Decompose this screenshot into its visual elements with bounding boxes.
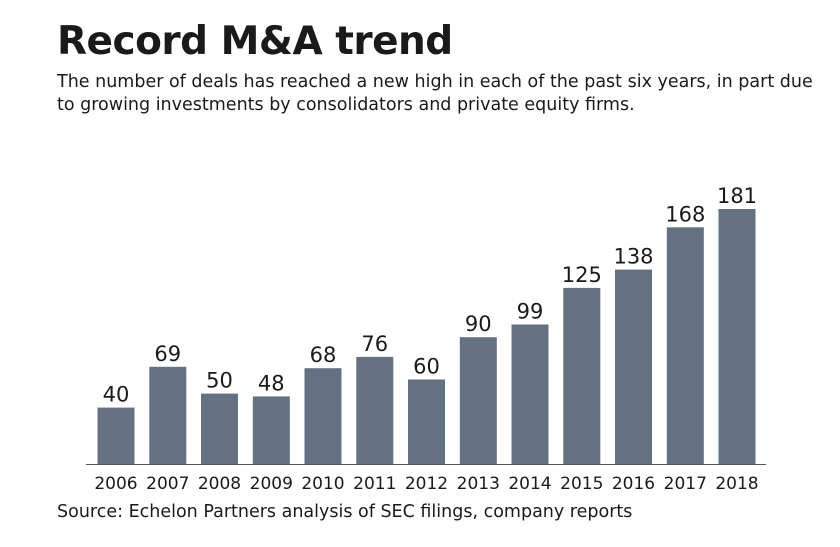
x-tick-label-2006: 2006 — [94, 474, 137, 494]
bar-2015 — [563, 287, 601, 464]
chart-title: Record M&A trend — [57, 19, 453, 64]
x-tick-label-2016: 2016 — [612, 474, 655, 494]
bar-2011 — [356, 356, 394, 464]
bar-2012 — [408, 379, 445, 464]
source-note: Source: Echelon Partners analysis of SEC… — [57, 502, 633, 522]
x-tick-labels-group: 2006 2007 2008 2009 2010 2011 2012 2013 2014 2015… — [94, 474, 758, 494]
bar-2014 — [511, 324, 549, 464]
bar-2010 — [304, 368, 342, 464]
value-label-2011: 76 — [361, 332, 388, 356]
value-label-2014: 99 — [517, 300, 544, 324]
bar-2007 — [149, 366, 187, 464]
bar-2009 — [252, 396, 290, 464]
bar-2017 — [666, 227, 704, 464]
x-tick-label-2008: 2008 — [198, 474, 241, 494]
value-label-2009: 48 — [258, 371, 285, 395]
value-label-2015: 125 — [562, 263, 602, 287]
x-tick-label-2018: 2018 — [715, 474, 758, 494]
value-label-2012: 60 — [413, 355, 440, 379]
value-label-2018: 181 — [717, 184, 757, 208]
chart-subtitle: The number of deals has reached a new hi… — [57, 72, 813, 115]
bar-2006 — [97, 407, 135, 464]
value-label-2006: 40 — [103, 383, 130, 407]
bar-2008 — [201, 393, 238, 464]
value-label-2008: 50 — [206, 369, 233, 393]
bars-group — [97, 209, 756, 464]
x-tick-label-2013: 2013 — [457, 474, 500, 494]
value-label-2017: 168 — [665, 202, 705, 226]
x-tick-label-2017: 2017 — [664, 474, 707, 494]
x-tick-label-2009: 2009 — [250, 474, 293, 494]
value-label-2007: 69 — [154, 342, 181, 366]
x-tick-label-2007: 2007 — [146, 474, 189, 494]
x-tick-label-2012: 2012 — [405, 474, 448, 494]
x-tick-label-2010: 2010 — [301, 474, 344, 494]
value-labels-group: 40 69 50 48 68 76 60 90 99 125 138 168 181 — [103, 184, 757, 407]
x-tick-label-2014: 2014 — [508, 474, 551, 494]
value-label-2010: 68 — [310, 343, 337, 367]
bar-2013 — [459, 337, 497, 464]
x-tick-label-2011: 2011 — [353, 474, 396, 494]
value-label-2013: 90 — [465, 312, 492, 336]
x-tick-label-2015: 2015 — [560, 474, 603, 494]
value-label-2016: 138 — [613, 245, 653, 269]
bar-2016 — [615, 269, 652, 464]
bar-2018 — [718, 209, 756, 464]
